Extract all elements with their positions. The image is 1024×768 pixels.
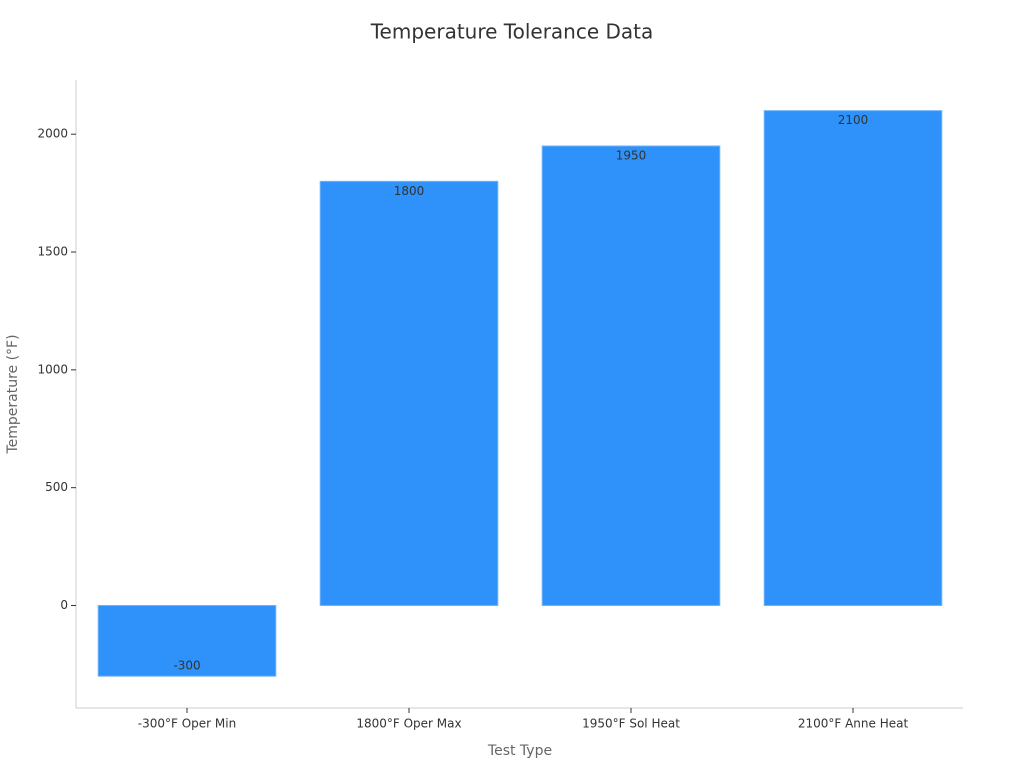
y-tick-label: 1000 bbox=[37, 362, 68, 376]
bar bbox=[541, 145, 721, 606]
value-label: 2100 bbox=[838, 113, 869, 127]
bar bbox=[97, 604, 277, 677]
x-tick-label: 1800°F Oper Max bbox=[356, 717, 461, 731]
y-tick-label: 2000 bbox=[37, 127, 68, 141]
y-tick-label: 0 bbox=[60, 598, 68, 612]
x-tick-label: -300°F Oper Min bbox=[138, 717, 236, 731]
x-axis-title: Test Type bbox=[487, 743, 552, 759]
x-tick-label: 1950°F Sol Heat bbox=[582, 717, 680, 731]
value-label: 1800 bbox=[394, 184, 425, 198]
bar bbox=[763, 110, 943, 606]
value-label: 1950 bbox=[616, 148, 647, 162]
y-axis-title: Temperature (°F) bbox=[5, 334, 21, 454]
x-tick-label: 2100°F Anne Heat bbox=[798, 717, 909, 731]
y-tick-label: 1500 bbox=[37, 245, 68, 259]
bar bbox=[319, 180, 499, 606]
value-label: -300 bbox=[173, 659, 200, 673]
chart-title: Temperature Tolerance Data bbox=[370, 20, 654, 44]
y-tick-label: 500 bbox=[45, 480, 68, 494]
